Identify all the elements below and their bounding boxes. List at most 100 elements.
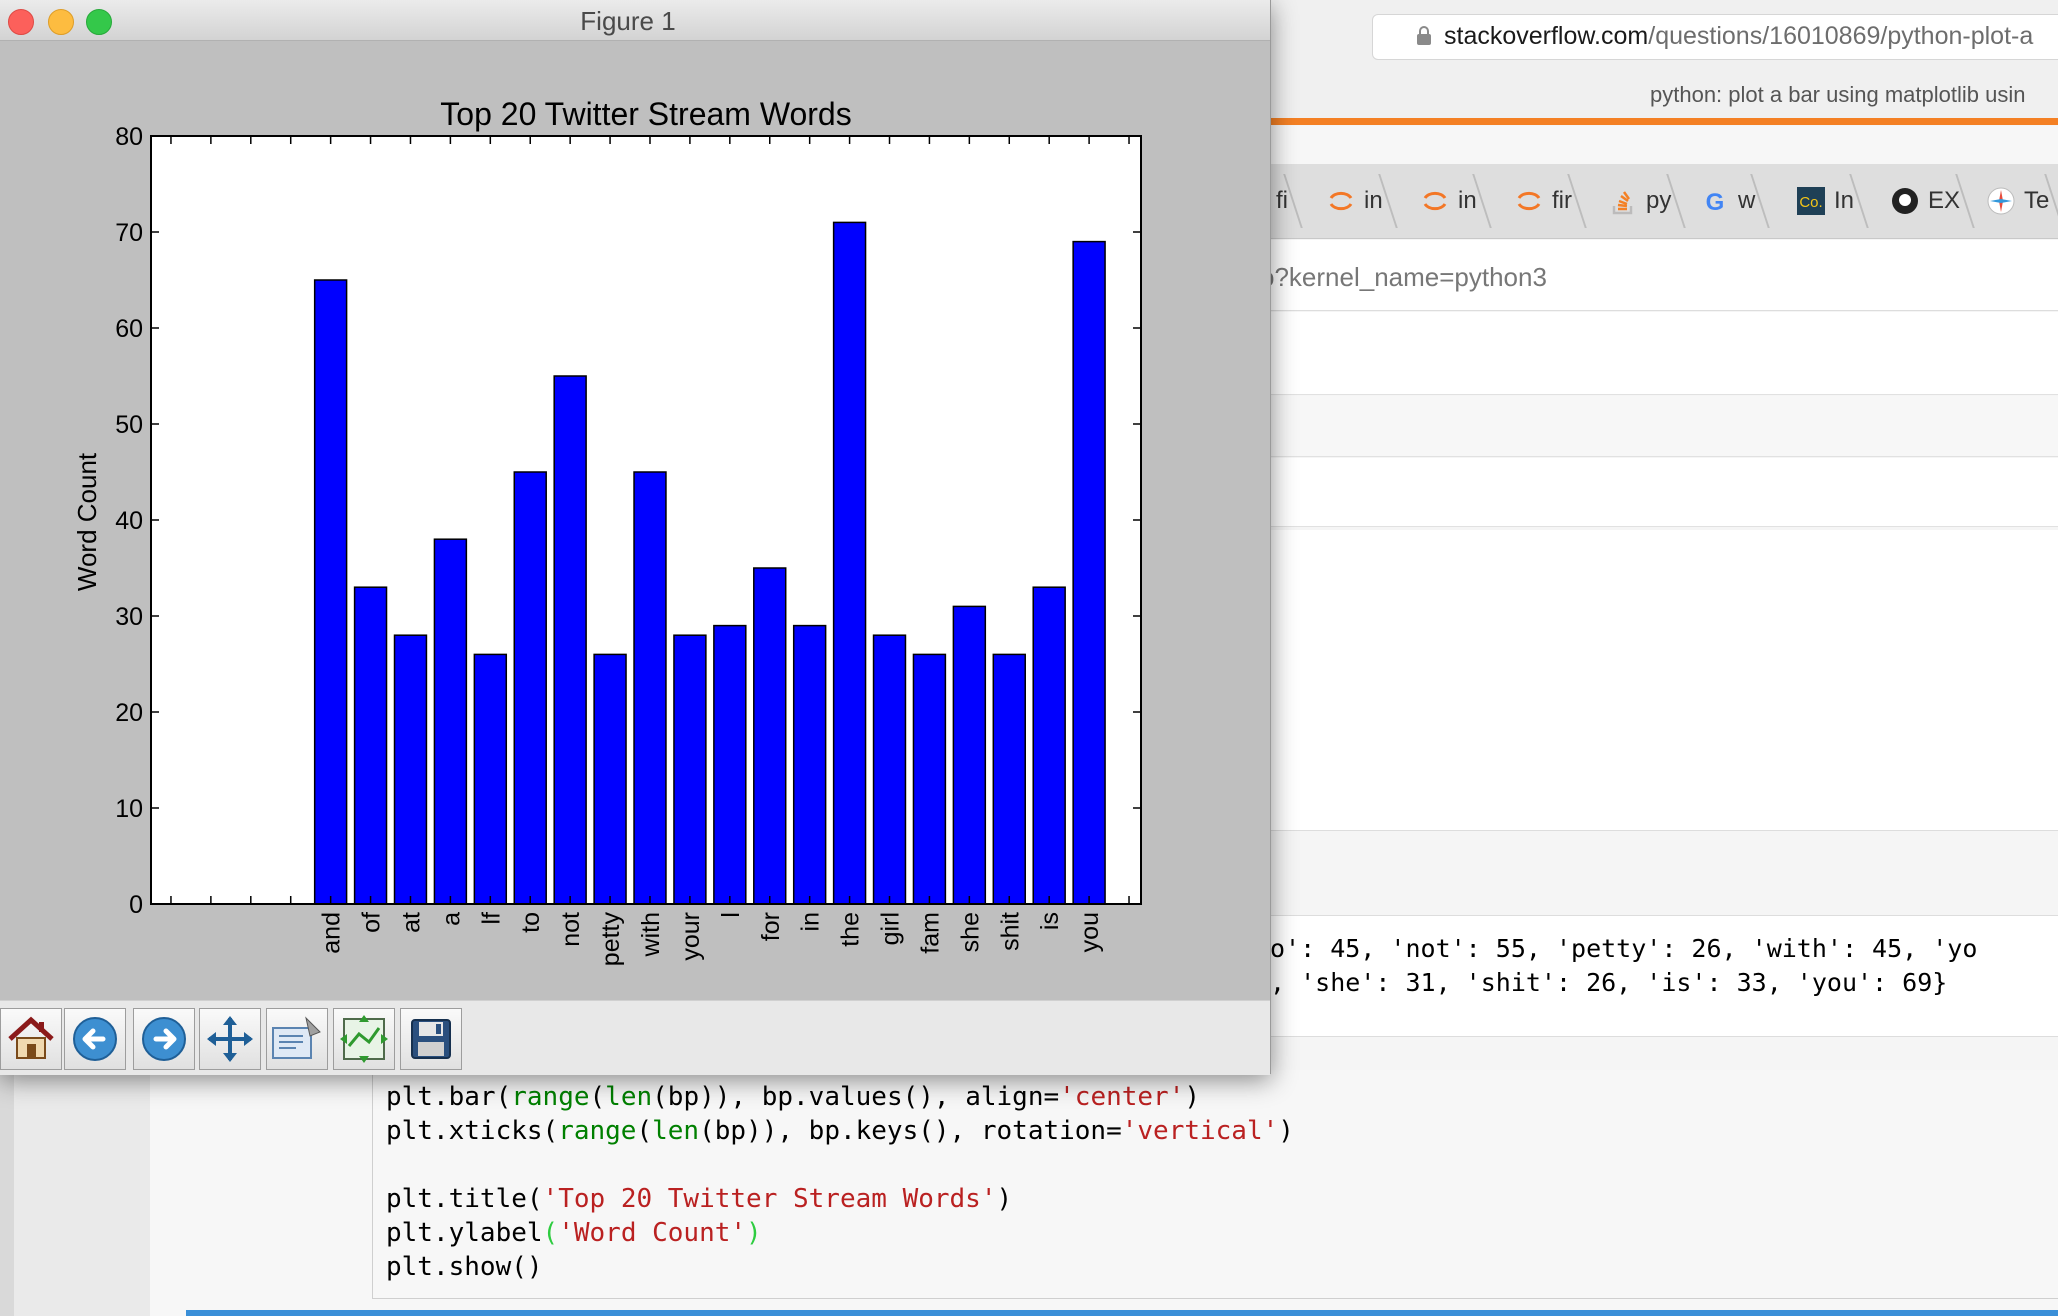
- x-tick-label: in: [797, 912, 825, 931]
- cell-selection-bar: [186, 1310, 2058, 1316]
- pan-button[interactable]: [199, 1008, 261, 1070]
- code-line: plt.title('Top 20 Twitter Stream Words'): [386, 1184, 1013, 1214]
- github-icon: [1890, 186, 1928, 216]
- browser-tab-label: in: [1364, 187, 1383, 214]
- bar: [952, 605, 987, 905]
- bar: [792, 624, 827, 905]
- x-tick-label: you: [1076, 912, 1104, 952]
- bar: [832, 221, 867, 905]
- y-tick-label: 0: [129, 891, 143, 919]
- figure-toolbar: [0, 1000, 1270, 1075]
- chart-title: Top 20 Twitter Stream Words: [440, 96, 851, 132]
- cell-gutter: [0, 1070, 152, 1316]
- window-titlebar[interactable]: Figure 1: [0, 0, 1270, 41]
- minimize-button[interactable]: [48, 9, 74, 35]
- lock-icon: [1417, 26, 1431, 45]
- figure-canvas[interactable]: Top 20 Twitter Stream Words Word Count 0…: [0, 41, 1270, 999]
- browser-tab-label: py: [1646, 187, 1672, 214]
- codecademy-icon: Co.: [1796, 186, 1834, 216]
- x-tick-label: and: [318, 912, 346, 954]
- home-button[interactable]: [0, 1008, 62, 1070]
- notebook-header: [1270, 312, 2058, 395]
- browser-tab[interactable]: fi: [1276, 174, 1303, 228]
- bar: [353, 586, 388, 905]
- browser-tab-label: in: [1458, 187, 1477, 214]
- notebook-toolbar: [1270, 458, 2058, 527]
- y-tick-label: 10: [115, 795, 143, 823]
- address-path: /questions/16010869/python-plot-a: [1648, 22, 2034, 50]
- y-tick-label: 60: [115, 315, 143, 343]
- window-edge: [0, 1070, 14, 1316]
- bar: [593, 653, 627, 905]
- notebook-body: [1270, 530, 2058, 831]
- browser-tab-label: w: [1738, 187, 1756, 214]
- browser-spacer: [1270, 126, 2058, 164]
- home-icon: [8, 1016, 54, 1059]
- browser-tab[interactable]: in: [1420, 174, 1492, 228]
- bar: [713, 624, 747, 905]
- stackoverflow-icon: [1608, 186, 1646, 216]
- zoom-rect-button[interactable]: [266, 1008, 328, 1070]
- browser-tab-label: EX: [1928, 187, 1961, 214]
- y-tick-label: 80: [115, 123, 143, 151]
- code-line: plt.show(): [386, 1252, 543, 1282]
- y-tick-label: 70: [115, 219, 143, 247]
- x-tick-label: fam: [916, 912, 944, 954]
- x-tick-label: l: [717, 912, 745, 918]
- zoom-button[interactable]: [86, 9, 112, 35]
- browser-tab-label: fir: [1552, 187, 1572, 214]
- bar: [912, 653, 947, 905]
- back-button[interactable]: [64, 1008, 126, 1070]
- x-tick-label: of: [358, 912, 386, 933]
- browser-tab[interactable]: Co. In: [1796, 174, 1869, 228]
- bar: [1072, 240, 1106, 905]
- y-tick-label: 50: [115, 411, 143, 439]
- configure-subplots-button[interactable]: [333, 1008, 395, 1070]
- browser-tab[interactable]: Te: [1986, 174, 2058, 228]
- save-button[interactable]: [400, 1008, 462, 1070]
- bar: [633, 471, 667, 905]
- browser-tab[interactable]: fir: [1514, 174, 1587, 228]
- x-tick-label: your: [677, 912, 705, 961]
- y-axis-label: Word Count: [72, 452, 102, 591]
- x-tick-label: she: [956, 912, 984, 952]
- browser-tab-label: fi: [1276, 187, 1288, 214]
- address-bar[interactable]: [1372, 14, 2058, 60]
- bar: [393, 634, 428, 905]
- forward-button[interactable]: [133, 1008, 195, 1070]
- code-editor[interactable]: [372, 1070, 2058, 1299]
- subplots-icon: [340, 1015, 388, 1063]
- forward-arrow-icon: [142, 1017, 186, 1061]
- x-tick-label: shit: [996, 912, 1024, 951]
- x-tick-label: petty: [597, 912, 625, 967]
- so-accent-bar: [1270, 118, 2058, 125]
- browser-tab[interactable]: EX: [1890, 174, 1975, 228]
- y-tick-label: 20: [115, 699, 143, 727]
- browser-tab[interactable]: py: [1608, 174, 1687, 228]
- back-arrow-icon: [73, 1017, 117, 1061]
- x-tick-label: to: [517, 912, 545, 933]
- address-text: stackoverflow.com/questions/16010869/pyt…: [1444, 22, 2033, 51]
- browser-tab-label: Te: [2024, 187, 2050, 214]
- svg-text:G: G: [1706, 189, 1725, 216]
- x-tick-label: girl: [877, 912, 905, 945]
- bar: [992, 653, 1026, 905]
- jupyter-icon: [1326, 186, 1364, 216]
- output-line: o': 45, 'not': 55, 'petty': 26, 'with': …: [1270, 934, 1978, 963]
- bar: [473, 653, 508, 905]
- google-icon: G: [1700, 186, 1738, 216]
- jupyter-icon: [1420, 186, 1458, 216]
- bar: [313, 279, 348, 905]
- pan-move-icon: [207, 1016, 253, 1062]
- pinwheel-icon: [1986, 186, 2024, 216]
- close-button[interactable]: [8, 9, 34, 35]
- x-tick-label: with: [637, 912, 665, 957]
- browser-tab-label: In: [1834, 187, 1855, 214]
- x-tick-label: a: [437, 912, 465, 926]
- window-title: Figure 1: [580, 6, 676, 36]
- figure-window: Figure 1 Top 20 Twitter Stream Words Wor…: [0, 0, 1271, 1075]
- browser-tab[interactable]: in: [1326, 174, 1398, 228]
- x-tick-label: not: [557, 912, 585, 947]
